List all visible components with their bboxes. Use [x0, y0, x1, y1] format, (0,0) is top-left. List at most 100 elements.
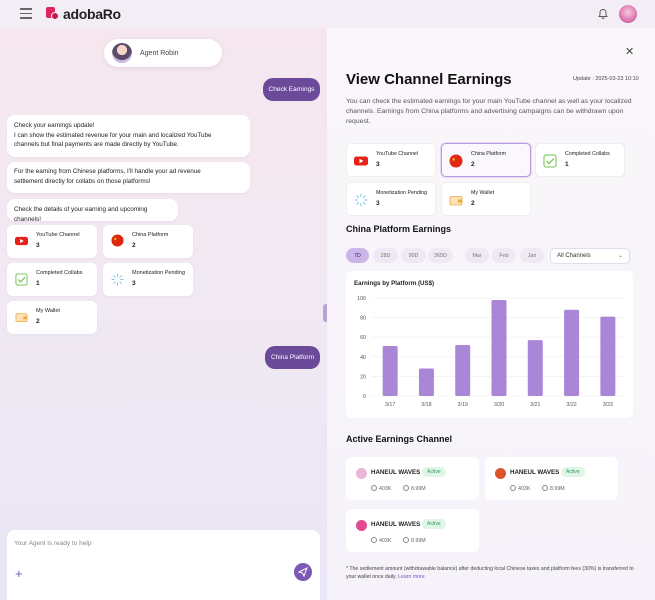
spinner-icon — [354, 193, 368, 207]
brand-name: adobaRo — [63, 6, 121, 22]
bar-3/18[interactable] — [418, 368, 434, 396]
y-tick-label: 0 — [363, 394, 366, 400]
eye-icon — [403, 485, 409, 491]
bar-3/23[interactable] — [600, 316, 616, 396]
stat-label: China Platform — [471, 151, 507, 157]
agent-pill[interactable]: Agent Robin — [104, 39, 222, 67]
earnings-bar-chart: 0 20 40 60 80 100 3/17 3/18 3/19 3/20 3/21 3/22 3/23 — [357, 296, 626, 408]
status-badge: Active — [561, 467, 585, 477]
mini-card-youtube[interactable]: YouTube Channel 3 — [7, 225, 97, 258]
channel-select-value: All Channels — [557, 253, 591, 259]
view-value: 8.99M — [411, 538, 426, 544]
users-icon — [371, 485, 377, 491]
status-badge: Active — [422, 519, 446, 529]
send-icon — [297, 566, 308, 578]
stat-card-wallet[interactable]: My Wallet 2 — [441, 182, 531, 216]
status-badge: Active — [422, 467, 446, 477]
chevron-down-icon: ⌄ — [617, 253, 623, 259]
filter-28d[interactable]: 28D — [373, 248, 398, 263]
channel-card[interactable]: HANEUL WAVES Active 403K 8.99M — [346, 509, 479, 552]
stat-value: 3 — [376, 200, 380, 207]
plus-icon[interactable]: + — [15, 566, 23, 581]
stat-card-youtube[interactable]: YouTube Channel 3 — [346, 143, 436, 177]
channel-card[interactable]: HANEUL WAVES Active 403K 8.99M — [346, 457, 479, 500]
mini-card-pending[interactable]: Monetization Pending 3 — [103, 263, 193, 296]
bot-message: Check the details of your earning and up… — [7, 199, 178, 223]
youtube-icon — [15, 236, 28, 246]
stat-value: 2 — [471, 161, 475, 168]
menu-icon[interactable] — [20, 8, 32, 20]
filter-jan[interactable]: Jan — [520, 248, 544, 263]
bot-message-line: Check the details of your earning and up… — [14, 206, 148, 223]
mini-card-label: YouTube Channel — [36, 232, 80, 238]
close-icon[interactable]: ✕ — [625, 46, 635, 58]
mini-card-wallet[interactable]: My Wallet 2 — [7, 301, 97, 334]
subscriber-count: 403K — [371, 537, 391, 544]
brand-logo[interactable]: adobaRo — [46, 6, 121, 22]
view-count: 8.99M — [542, 485, 565, 492]
filter-90d[interactable]: 90D — [401, 248, 426, 263]
stat-card-collabs[interactable]: Completed Collabs 1 — [535, 143, 625, 177]
panel-description: You can check the estimated earnings for… — [346, 97, 642, 127]
filter-365d[interactable]: 365D — [428, 248, 453, 263]
stat-label: Completed Collabs — [565, 151, 610, 157]
chat-panel: Agent Robin Check Earnings Check your ea… — [0, 28, 327, 600]
subscriber-value: 403K — [379, 486, 392, 492]
channel-name: HANEUL WAVES — [371, 469, 421, 476]
bot-message: For the earning from Chinese platforms, … — [7, 162, 250, 193]
bot-message-line: channels but final payments are made dir… — [14, 141, 179, 148]
channel-card[interactable]: HANEUL WAVES Active 403K 8.99M — [485, 457, 618, 500]
eye-icon — [542, 485, 548, 491]
users-icon — [510, 485, 516, 491]
view-count: 8.99M — [403, 485, 426, 492]
x-tick-label: 3/23 — [603, 402, 613, 408]
agent-name: Agent Robin — [140, 49, 179, 57]
mini-card-china[interactable]: China Platform 2 — [103, 225, 193, 258]
y-tick-label: 80 — [360, 316, 366, 322]
mini-card-value: 2 — [36, 318, 40, 325]
bar-3/21[interactable] — [527, 340, 543, 396]
spinner-icon — [111, 273, 124, 286]
subscriber-value: 403K — [518, 486, 531, 492]
stat-label: YouTube Channel — [376, 151, 419, 157]
bar-3/17[interactable] — [382, 346, 398, 396]
eye-icon — [403, 537, 409, 543]
check-icon — [15, 273, 28, 286]
view-count: 8.99M — [403, 537, 426, 544]
bar-3/19[interactable] — [455, 345, 471, 396]
description-line: channels. Earnings from China platforms … — [346, 108, 624, 115]
y-tick-label: 20 — [360, 374, 366, 380]
bell-icon[interactable] — [597, 8, 609, 20]
bar-3/20[interactable] — [491, 299, 507, 396]
mini-card-value: 1 — [36, 280, 40, 287]
filter-mar[interactable]: Mar — [465, 248, 489, 263]
filter-feb[interactable]: Feb — [492, 248, 516, 263]
channel-name: HANEUL WAVES — [371, 521, 421, 528]
chat-input-placeholder[interactable]: Your Agent is ready to help — [14, 540, 92, 547]
china-flag-icon — [449, 154, 463, 168]
channel-avatar — [356, 520, 367, 531]
channel-select[interactable]: All Channels ⌄ — [550, 248, 630, 264]
channel-avatar — [356, 468, 367, 479]
filter-7d[interactable]: 7D — [346, 248, 369, 263]
mini-card-collabs[interactable]: Completed Collabs 1 — [7, 263, 97, 296]
user-avatar[interactable] — [619, 5, 637, 23]
chat-input-box[interactable]: Your Agent is ready to help + — [7, 530, 320, 600]
stat-card-china[interactable]: China Platform 2 — [441, 143, 531, 177]
stat-label: My Wallet — [471, 190, 495, 196]
user-message: Check Earnings — [263, 78, 320, 101]
subscriber-value: 403K — [379, 538, 392, 544]
send-button[interactable] — [294, 563, 312, 581]
stat-card-pending[interactable]: Monetization Pending 3 — [346, 182, 436, 216]
y-tick-label: 60 — [360, 335, 366, 341]
subscriber-count: 403K — [371, 485, 391, 492]
channel-name: HANEUL WAVES — [510, 469, 560, 476]
bar-3/22[interactable] — [564, 309, 580, 396]
check-icon — [543, 154, 557, 168]
learn-more-link[interactable]: Learn more — [398, 574, 425, 580]
update-timestamp: Update : 2025-03-23 10:10 — [573, 76, 639, 82]
stat-value: 3 — [376, 161, 380, 168]
panel-resize-handle[interactable] — [323, 304, 330, 322]
x-tick-label: 3/22 — [566, 402, 576, 408]
channel-avatar — [495, 468, 506, 479]
